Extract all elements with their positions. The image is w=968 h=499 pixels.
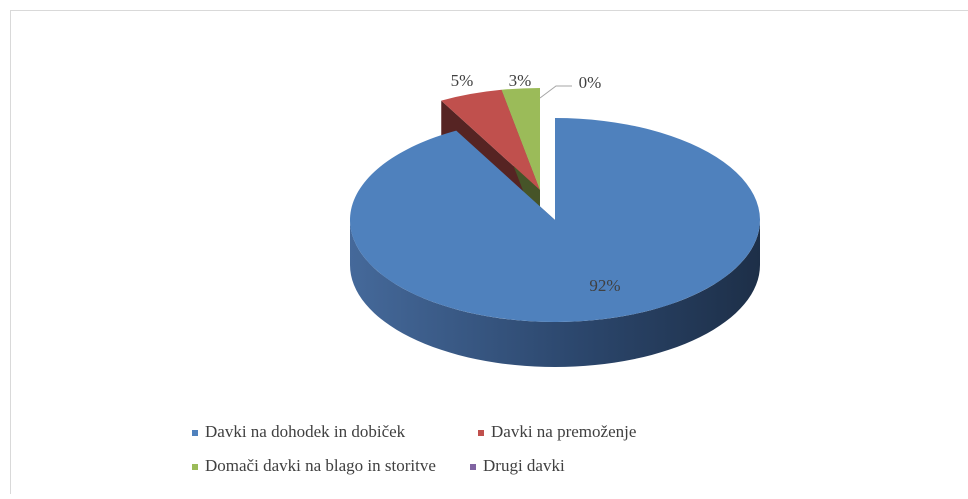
- slice-side: [350, 220, 760, 367]
- data-label: 3%: [509, 71, 532, 90]
- legend-label: Davki na dohodek in dobiček: [205, 422, 406, 441]
- legend-swatch: [478, 430, 484, 436]
- pie-slice: [350, 118, 760, 322]
- legend-label: Drugi davki: [483, 456, 565, 475]
- legend-swatch: [192, 430, 198, 436]
- legend-label: Domači davki na blago in storitve: [205, 456, 436, 475]
- legend-label: Davki na premoženje: [491, 422, 636, 441]
- data-label: 0%: [579, 73, 602, 92]
- legend-swatch: [192, 464, 198, 470]
- pie-slice: [501, 88, 540, 190]
- leader-line: [539, 85, 572, 99]
- legend-swatch: [470, 464, 476, 470]
- data-label: 5%: [451, 71, 474, 90]
- data-label: 92%: [589, 276, 620, 295]
- pie-slice: [441, 89, 540, 190]
